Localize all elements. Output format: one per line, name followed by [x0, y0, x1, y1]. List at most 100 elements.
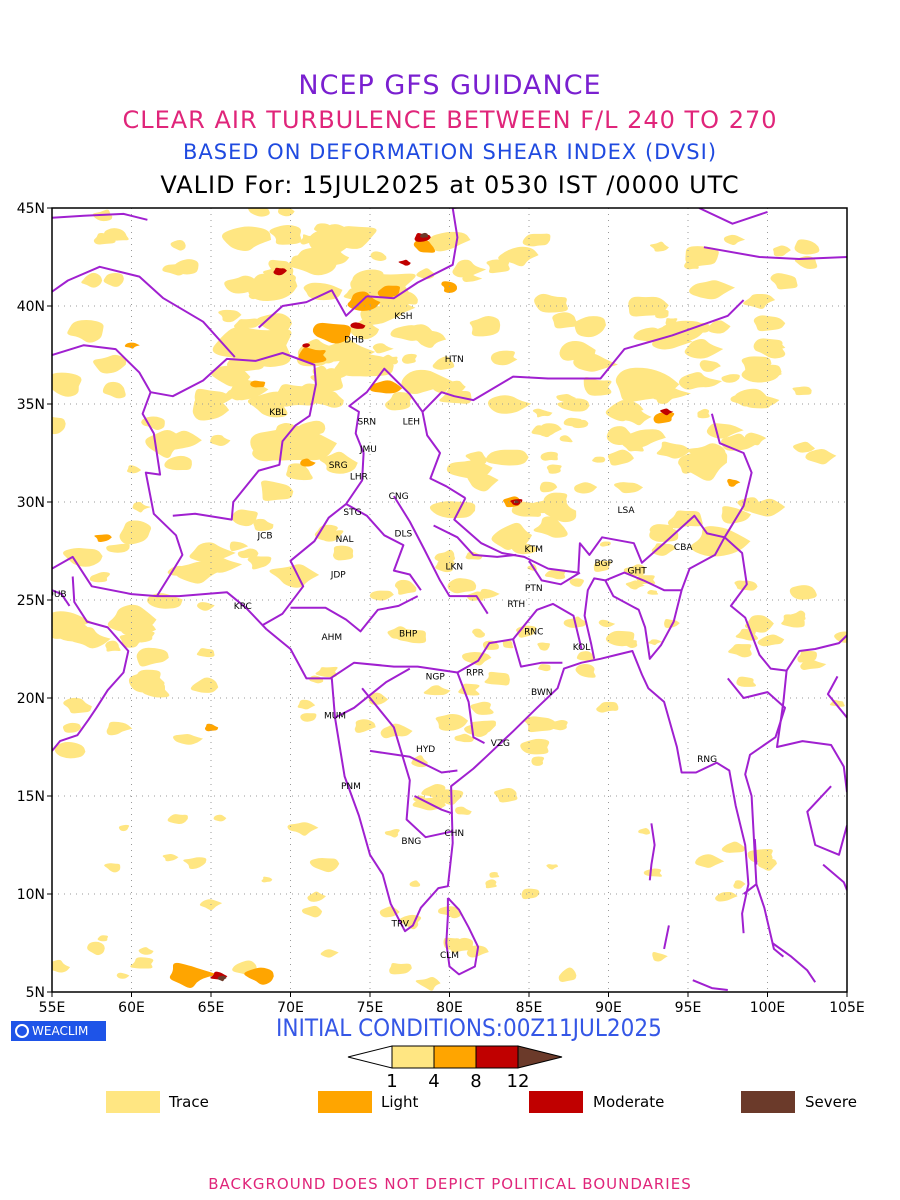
turbulence-patch	[557, 398, 590, 412]
boundary-line	[723, 536, 847, 672]
turbulence-patch	[502, 639, 514, 649]
station-label-kbl: KBL	[269, 408, 286, 418]
turbulence-patch	[253, 518, 274, 532]
turbulence-patch	[794, 239, 820, 255]
colorbar-tick-1: 1	[386, 1071, 398, 1092]
turbulence-patch	[170, 239, 186, 251]
turbulence-patch	[175, 561, 220, 584]
turbulence-patch	[169, 962, 218, 988]
station-label-rpr: RPR	[466, 669, 484, 679]
turbulence-patch	[312, 322, 351, 344]
colorbar-light-segment	[433, 1045, 477, 1069]
turbulence-patch	[464, 724, 489, 738]
turbulence-patch	[401, 353, 417, 364]
turbulence-patch	[498, 246, 539, 267]
turbulence-patch	[441, 281, 458, 293]
turbulence-patch	[556, 394, 576, 403]
turbulence-patch	[753, 338, 786, 359]
station-label-cng: CNG	[389, 492, 409, 502]
turbulence-patch	[173, 734, 203, 745]
station-label-bng: BNG	[401, 837, 421, 847]
boundary-line	[648, 823, 656, 881]
turbulence-patch	[248, 273, 285, 291]
station-label-htn: HTN	[445, 355, 464, 365]
turbulence-patch	[730, 394, 758, 407]
turbulence-patch	[298, 347, 327, 363]
turbulence-patch	[695, 854, 725, 868]
turbulence-patch	[409, 880, 421, 887]
turbulence-patch	[574, 316, 606, 338]
turbulence-patch	[67, 320, 104, 343]
turbulence-patch	[261, 876, 273, 883]
turbulence-patch	[454, 733, 475, 743]
station-label-ght: GHT	[627, 567, 647, 577]
boundary-line	[361, 687, 453, 839]
turbulence-patch	[287, 822, 319, 836]
turbulence-patch	[665, 318, 678, 327]
turbulence-patch	[598, 619, 616, 628]
boundary-line	[703, 246, 847, 260]
turbulence-patch	[414, 330, 447, 348]
turbulence-patch	[164, 455, 192, 471]
turbulence-patch	[384, 829, 400, 838]
station-label-bhp: BHP	[399, 629, 418, 639]
turbulence-patch	[132, 501, 152, 513]
turbulence-patch	[196, 648, 215, 658]
turbulence-patch	[67, 627, 111, 649]
turbulence-patch	[649, 241, 669, 252]
lat-label: 35N	[17, 397, 45, 413]
turbulence-patch	[63, 548, 103, 567]
turbulence-patch	[210, 434, 231, 446]
turbulence-patch	[81, 272, 103, 288]
turbulence-patch	[678, 372, 722, 390]
legend-trace-swatch	[106, 1091, 160, 1113]
turbulence-patch	[569, 578, 584, 587]
turbulence-patch	[432, 356, 455, 370]
turbulence-patch	[136, 647, 169, 667]
turbulence-patch	[647, 589, 659, 595]
boundary-line	[776, 670, 847, 793]
turbulence-patch	[614, 482, 644, 494]
station-label-rng: RNG	[697, 755, 717, 765]
turbulence-patch	[469, 316, 501, 337]
turbulence-patch	[625, 580, 645, 590]
legend-light-label: Light	[381, 1093, 419, 1111]
turbulence-patch	[334, 354, 375, 377]
turbulence-patch	[118, 824, 130, 832]
station-label-vzg: VZG	[491, 739, 510, 749]
station-label-chn: CHN	[444, 829, 464, 839]
turbulence-patch	[302, 343, 311, 348]
station-label-jdp: JDP	[330, 571, 347, 581]
turbulence-patch	[721, 841, 745, 853]
turbulence-patch	[377, 285, 401, 299]
boundary-line	[742, 883, 758, 895]
boundary-line	[528, 560, 581, 586]
turbulence-patch	[539, 481, 558, 493]
turbulence-patch	[649, 524, 674, 539]
turbulence-patch	[300, 458, 316, 467]
station-label-bwn: BWN	[531, 688, 553, 698]
station-label-nal: NAL	[336, 535, 354, 545]
turbulence-patch	[250, 380, 266, 388]
turbulence-patch	[539, 423, 562, 437]
legend-light-swatch	[318, 1091, 372, 1113]
turbulence-patch	[248, 208, 270, 217]
severe-turbulence-areas	[217, 232, 520, 982]
turbulence-patch	[592, 456, 606, 463]
turbulence-patch	[546, 464, 562, 474]
lat-label: 30N	[17, 495, 45, 511]
boundary-line	[52, 344, 152, 393]
turbulence-patch	[124, 342, 140, 349]
turbulence-patch	[116, 972, 130, 979]
turbulence-patch	[486, 259, 510, 274]
initial-conditions: INITIAL CONDITIONS:00Z11JUL2025	[276, 1014, 662, 1042]
turbulence-patch	[692, 341, 709, 351]
turbulence-patch	[447, 578, 477, 594]
turbulence-patch	[544, 569, 566, 580]
turbulence-patch	[119, 632, 148, 648]
turbulence-patch	[303, 282, 343, 301]
turbulence-patch	[394, 579, 417, 595]
boundary-line	[265, 628, 750, 934]
turbulence-patch	[546, 864, 558, 870]
